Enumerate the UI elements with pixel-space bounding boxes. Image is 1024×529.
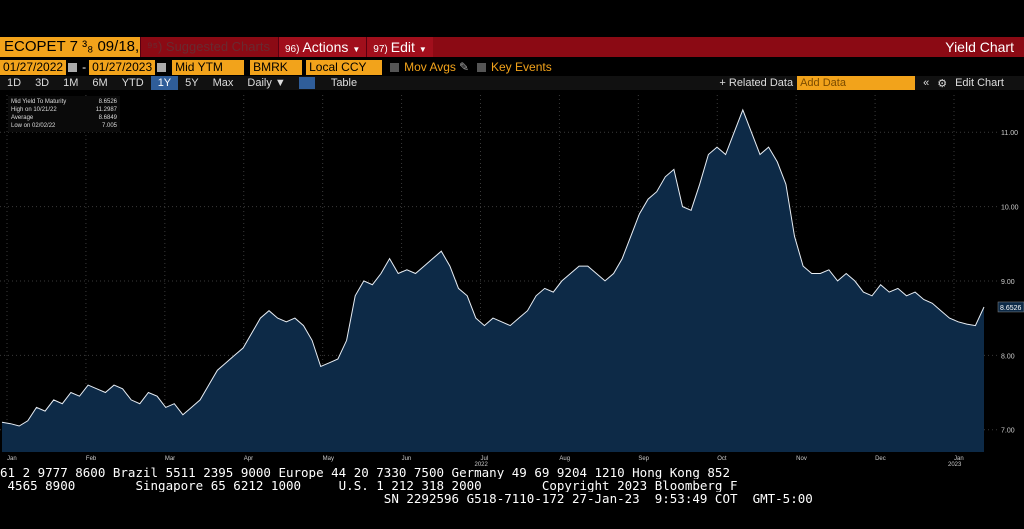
x-tick-label: Feb [86, 456, 97, 462]
legend-label: Average [11, 115, 34, 121]
y-tick-label: 7.00 [1001, 428, 1015, 435]
calendar-icon[interactable] [68, 62, 78, 72]
related-data-button[interactable]: + Related Data [719, 77, 794, 89]
legend-label: High on 10/21/22 [11, 107, 57, 113]
edit-label: Edit [390, 39, 415, 55]
legend-row: Average 8.6849 [11, 114, 117, 122]
y-axis: 7.00 8.00 9.00 10.00 11.00 [1001, 130, 1019, 435]
actions-label: Actions [302, 39, 349, 55]
period-1m[interactable]: 1M [63, 77, 79, 89]
end-date-input[interactable]: 01/27/2023 [89, 59, 156, 75]
legend-label: Mid Yield To Maturity [11, 99, 67, 105]
legend-label: Low on 02/02/22 [11, 123, 56, 129]
actions-menu[interactable]: 96) Actions ▼ [278, 37, 367, 57]
suggested-charts-button[interactable]: ⁹⁵) Suggested Charts [140, 37, 278, 57]
y-tick-label: 9.00 [1001, 279, 1015, 286]
x-tick-label: Sep [638, 456, 649, 462]
edit-menu[interactable]: 97) Edit ▼ [366, 37, 433, 57]
last-value-label: 8.6526 [997, 301, 1024, 313]
actions-number: 96) [285, 44, 300, 55]
controls-bar: 01/27/2022 - 01/27/2023 Mid YTM BMRK Loc… [0, 59, 1024, 75]
yield-chart[interactable]: 7.00 8.00 9.00 10.00 11.00 Jan Feb Mar Apr May Ju… [0, 90, 1024, 466]
chevron-down-icon: ▼ [418, 45, 427, 54]
x-tick-label: Aug [559, 456, 570, 462]
currency-select[interactable]: Local CCY [306, 59, 383, 75]
period-1y[interactable]: 1Y [150, 76, 179, 90]
yield-line [1, 108, 985, 427]
title-bar: ECOPET 7 ³₈ 09/18, ⁹⁵) Suggested Charts … [0, 37, 1024, 57]
security-input[interactable]: ECOPET 7 ³₈ 09/18, [0, 37, 140, 57]
line-chart-icon[interactable] [298, 77, 315, 89]
legend: Mid Yield To Maturity 8.6526 High on 10/2… [8, 96, 120, 132]
legend-value: 8.6849 [98, 115, 117, 121]
legend-row: Mid Yield To Maturity 8.6526 [11, 98, 117, 106]
key-events-label[interactable]: Key Events [491, 60, 552, 74]
app-title: Yield Chart [945, 39, 1014, 55]
y-tick-label: 11.00 [1001, 130, 1018, 137]
footer-ticker: 61 2 9777 8600 Brazil 5511 2395 9000 Eur… [0, 466, 1024, 505]
x-year-label: 2023 [948, 462, 962, 466]
date-separator: - [82, 60, 87, 74]
x-axis: Jan Feb Mar Apr May Jun Jul Aug Sep Oct Nov Dec Jan2… [7, 456, 964, 466]
period-max[interactable]: Max [212, 77, 234, 89]
yield-area [2, 109, 984, 453]
x-tick-label: Jul [481, 456, 489, 462]
last-value-text: 8.6526 [1000, 305, 1022, 312]
legend-row: High on 10/21/22 11.2987 [11, 106, 117, 114]
period-ytd[interactable]: YTD [121, 77, 144, 89]
frequency-select[interactable]: Daily ▼ [247, 77, 286, 89]
legend-value: 8.6526 [98, 99, 117, 105]
chevron-down-icon: ▼ [352, 45, 361, 54]
gear-icon[interactable]: ⚙ [937, 77, 948, 90]
mov-avgs-checkbox[interactable] [390, 62, 400, 72]
calendar-icon[interactable] [157, 62, 167, 72]
collapse-icon[interactable]: « [923, 77, 930, 89]
x-tick-label: Oct [717, 456, 727, 462]
legend-value: 11.2987 [95, 107, 117, 113]
period-5y[interactable]: 5Y [185, 77, 199, 89]
x-year-label: 2022 [475, 462, 489, 466]
key-events-checkbox[interactable] [477, 62, 486, 72]
source-select[interactable]: BMRK [250, 59, 303, 75]
period-3d[interactable]: 3D [35, 77, 50, 89]
x-tick-label: Jan [7, 456, 17, 462]
x-tick-label: Mar [165, 456, 175, 462]
edit-chart-button[interactable]: Edit Chart [955, 77, 1004, 89]
footer-line-2: 4565 8900 Singapore 65 6212 1000 U.S. 1 … [0, 479, 738, 492]
x-tick-label: Nov [796, 456, 807, 462]
x-tick-label: Apr [244, 456, 253, 462]
period-bar: 1D 3D 1M 6M YTD 1Y 5Y Max Daily ▼ Table … [0, 76, 1024, 90]
edit-number: 97) [373, 44, 388, 55]
x-tick-label: May [323, 456, 334, 462]
legend-value: 7.005 [101, 123, 117, 129]
footer-line-3: SN 2292596 G518-7110-172 27-Jan-23 9:53:… [0, 492, 813, 505]
add-data-input[interactable]: Add Data [797, 76, 916, 90]
y-tick-label: 10.00 [1001, 205, 1019, 212]
x-tick-label: Dec [875, 456, 886, 462]
footer-line-1: 61 2 9777 8600 Brazil 5511 2395 9000 Eur… [0, 466, 730, 479]
mov-avgs-label[interactable]: Mov Avgs [404, 60, 456, 74]
legend-row: Low on 02/02/22 7.005 [11, 122, 117, 130]
last-value-box [997, 301, 1024, 313]
start-date-input[interactable]: 01/27/2022 [0, 59, 67, 75]
field-select[interactable]: Mid YTM [172, 59, 245, 75]
y-tick-label: 8.00 [1001, 353, 1015, 360]
x-tick-label: Jan [954, 456, 964, 462]
period-1d[interactable]: 1D [7, 77, 22, 89]
period-6m[interactable]: 6M [92, 77, 108, 89]
x-tick-label: Jun [402, 456, 412, 462]
pencil-icon[interactable]: ✎ [458, 60, 469, 74]
table-tab[interactable]: Table [330, 77, 358, 89]
